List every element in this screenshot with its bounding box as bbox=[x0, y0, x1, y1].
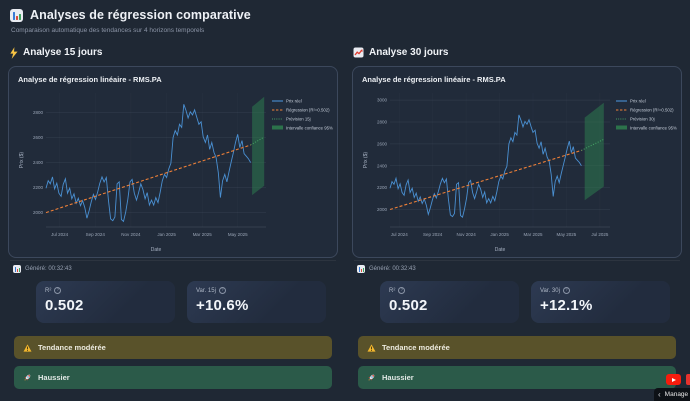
metric-label: Var. 30j bbox=[540, 287, 560, 294]
svg-text:Date: Date bbox=[495, 247, 506, 253]
svg-text:Intervalle confiance 95%: Intervalle confiance 95% bbox=[630, 126, 677, 131]
svg-text:Date: Date bbox=[151, 247, 162, 253]
warning-icon bbox=[367, 343, 376, 352]
svg-text:Nov 2024: Nov 2024 bbox=[456, 232, 476, 237]
svg-text:Jul 2024: Jul 2024 bbox=[391, 232, 409, 237]
section-header-30d: Analyse 30 jours bbox=[353, 46, 682, 59]
page-header: Analyses de régression comparative Compa… bbox=[0, 0, 690, 34]
generated-timestamp: Généré: 00:32:43 bbox=[13, 265, 336, 273]
metric-value: +10.6% bbox=[196, 297, 249, 314]
info-icon[interactable]: ? bbox=[562, 287, 570, 294]
chart-title: Analyse de régression linéaire - RMS.PA bbox=[18, 75, 162, 84]
metric-card-r2: R² ? 0.502 bbox=[380, 281, 519, 323]
svg-text:Prix réel: Prix réel bbox=[630, 99, 646, 104]
svg-text:2600: 2600 bbox=[33, 135, 44, 140]
regression-chart-30d: 2000 2200 2400 2600 2800 3000 Jul 2024 Sep 2024… bbox=[360, 85, 678, 253]
badge-label: Tendance modérée bbox=[382, 343, 450, 352]
mini-chart-icon bbox=[13, 265, 21, 273]
panel-30d: Analyse 30 jours Analyse de régression l… bbox=[352, 43, 682, 389]
section-header-15d: Analyse 15 jours bbox=[9, 46, 338, 59]
info-icon[interactable]: ? bbox=[398, 287, 406, 294]
metric-label: R² bbox=[45, 287, 52, 294]
lightning-icon bbox=[10, 46, 18, 59]
svg-text:2200: 2200 bbox=[377, 185, 388, 190]
svg-text:Sep 2024: Sep 2024 bbox=[86, 232, 106, 237]
manage-button[interactable]: ‹ Manage bbox=[654, 388, 690, 401]
svg-text:2800: 2800 bbox=[33, 110, 44, 115]
svg-text:2600: 2600 bbox=[377, 142, 388, 147]
svg-text:Prévision 15j: Prévision 15j bbox=[286, 117, 311, 122]
svg-text:Mar 2025: Mar 2025 bbox=[193, 232, 213, 237]
page-subtitle: Comparaison automatique des tendances su… bbox=[11, 27, 205, 34]
svg-text:3000: 3000 bbox=[377, 98, 388, 103]
section-title: Analyse 30 jours bbox=[369, 47, 449, 58]
metric-card-r2: R² ? 0.502 bbox=[36, 281, 175, 323]
chart-increasing-icon bbox=[353, 47, 364, 58]
svg-text:Mar 2025: Mar 2025 bbox=[523, 232, 543, 237]
svg-text:Intervalle confiance 95%: Intervalle confiance 95% bbox=[286, 126, 333, 131]
info-icon[interactable]: ? bbox=[218, 287, 226, 294]
svg-text:Jan 2025: Jan 2025 bbox=[157, 232, 176, 237]
svg-text:2200: 2200 bbox=[33, 185, 44, 190]
chart-title: Analyse de régression linéaire - RMS.PA bbox=[362, 75, 506, 84]
metric-card-var: Var. 15j ? +10.6% bbox=[187, 281, 326, 323]
svg-text:Prix ($): Prix ($) bbox=[363, 152, 369, 168]
metric-value: 0.502 bbox=[389, 297, 428, 314]
svg-text:Nov 2024: Nov 2024 bbox=[121, 232, 141, 237]
svg-text:Prévision 30j: Prévision 30j bbox=[630, 117, 655, 122]
svg-text:May 2025: May 2025 bbox=[228, 232, 248, 237]
direction-badge-15d: Haussier bbox=[14, 366, 332, 389]
svg-text:2400: 2400 bbox=[33, 160, 44, 165]
generated-timestamp: Généré: 00:32:43 bbox=[357, 265, 680, 273]
results-section-30d: Généré: 00:32:43 R² ? 0.502 Var. 30j ? +… bbox=[354, 260, 680, 389]
svg-text:2800: 2800 bbox=[377, 120, 388, 125]
rocket-icon bbox=[368, 374, 375, 381]
direction-badge-30d: Haussier bbox=[358, 366, 676, 389]
chart-card-15d: Analyse de régression linéaire - RMS.PA … bbox=[8, 66, 338, 258]
svg-text:Prix ($): Prix ($) bbox=[19, 152, 25, 168]
badge-label: Haussier bbox=[382, 373, 414, 382]
mini-chart-icon bbox=[357, 265, 365, 273]
svg-text:May 2025: May 2025 bbox=[557, 232, 577, 237]
trend-badge-30d: Tendance modérée bbox=[358, 336, 676, 359]
svg-text:Sep 2024: Sep 2024 bbox=[423, 232, 443, 237]
svg-text:2000: 2000 bbox=[33, 210, 44, 215]
results-section-15d: Généré: 00:32:43 R² ? 0.502 Var. 15j ? +… bbox=[10, 260, 336, 389]
svg-text:Régression (R²=0.502): Régression (R²=0.502) bbox=[286, 108, 330, 113]
partial-red-icon[interactable] bbox=[686, 374, 690, 385]
badge-label: Tendance modérée bbox=[38, 343, 106, 352]
trend-badge-15d: Tendance modérée bbox=[14, 336, 332, 359]
analysis-columns: Analyse 15 jours Analyse de régression l… bbox=[0, 43, 690, 389]
info-icon[interactable]: ? bbox=[54, 287, 62, 294]
youtube-icon[interactable] bbox=[666, 374, 681, 385]
svg-text:Jan 2025: Jan 2025 bbox=[490, 232, 509, 237]
regression-chart-15d: 2000 2200 2400 2600 2800 Jul 2024 Sep 2024 Nov … bbox=[16, 85, 334, 253]
bar-chart-icon bbox=[10, 8, 23, 22]
chart-card-30d: Analyse de régression linéaire - RMS.PA … bbox=[352, 66, 682, 258]
rocket-icon bbox=[24, 374, 31, 381]
panel-15d: Analyse 15 jours Analyse de régression l… bbox=[8, 43, 338, 389]
chevron-left-icon: ‹ bbox=[658, 389, 661, 399]
metric-value: 0.502 bbox=[45, 297, 84, 314]
svg-text:Jul 2025: Jul 2025 bbox=[591, 232, 609, 237]
metrics-row-30d: R² ? 0.502 Var. 30j ? +12.1% bbox=[380, 281, 670, 323]
badge-label: Haussier bbox=[38, 373, 70, 382]
svg-text:Régression (R²=0.502): Régression (R²=0.502) bbox=[630, 108, 674, 113]
manage-label: Manage bbox=[664, 391, 689, 398]
metric-label: Var. 15j bbox=[196, 287, 216, 294]
metric-label: R² bbox=[389, 287, 396, 294]
metric-card-var: Var. 30j ? +12.1% bbox=[531, 281, 670, 323]
section-title: Analyse 15 jours bbox=[23, 47, 103, 58]
svg-text:2400: 2400 bbox=[377, 163, 388, 168]
svg-text:2000: 2000 bbox=[377, 207, 388, 212]
metric-value: +12.1% bbox=[540, 297, 593, 314]
svg-text:Jul 2024: Jul 2024 bbox=[51, 232, 69, 237]
svg-text:Prix réel: Prix réel bbox=[286, 99, 302, 104]
metrics-row-15d: R² ? 0.502 Var. 15j ? +10.6% bbox=[36, 281, 326, 323]
warning-icon bbox=[23, 343, 32, 352]
page-title: Analyses de régression comparative bbox=[30, 8, 251, 22]
